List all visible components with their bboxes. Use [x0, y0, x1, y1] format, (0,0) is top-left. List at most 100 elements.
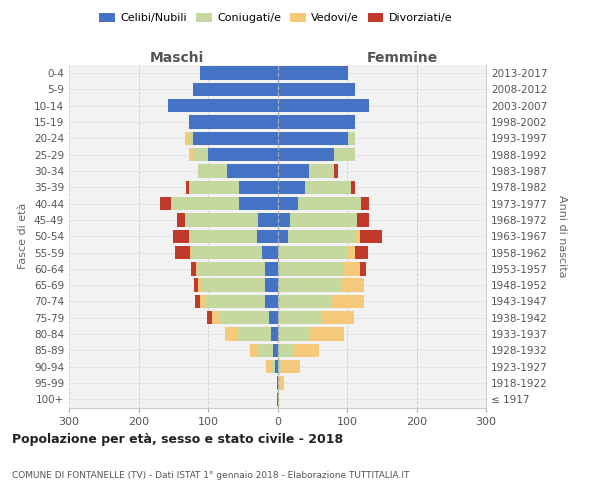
- Bar: [239, 197, 277, 210]
- Bar: [189, 148, 193, 162]
- Bar: [265, 262, 277, 276]
- Bar: [227, 164, 277, 177]
- Bar: [310, 164, 334, 177]
- Bar: [212, 311, 219, 324]
- Bar: [332, 295, 364, 308]
- Bar: [175, 246, 190, 259]
- Bar: [189, 116, 277, 129]
- Text: COMUNE DI FONTANELLE (TV) - Dati ISTAT 1° gennaio 2018 - Elaborazione TUTTITALIA: COMUNE DI FONTANELLE (TV) - Dati ISTAT 1…: [12, 470, 409, 480]
- Bar: [293, 344, 319, 357]
- Bar: [275, 360, 277, 374]
- Bar: [193, 83, 277, 96]
- Bar: [357, 214, 369, 226]
- Bar: [305, 180, 351, 194]
- Bar: [277, 230, 288, 243]
- Bar: [258, 214, 277, 226]
- Bar: [320, 311, 354, 324]
- Bar: [298, 197, 361, 210]
- Bar: [190, 246, 191, 259]
- Bar: [250, 344, 258, 357]
- Text: Femmine: Femmine: [367, 52, 437, 66]
- Bar: [355, 246, 368, 259]
- Bar: [359, 262, 367, 276]
- Bar: [191, 262, 196, 276]
- Bar: [334, 148, 355, 162]
- Bar: [198, 164, 227, 177]
- Bar: [277, 180, 305, 194]
- Bar: [169, 99, 277, 112]
- Bar: [271, 328, 277, 341]
- Bar: [277, 164, 310, 177]
- Bar: [279, 376, 284, 390]
- Bar: [188, 132, 193, 145]
- Bar: [277, 376, 279, 390]
- Bar: [277, 99, 369, 112]
- Legend: Celibi/Nubili, Coniugati/e, Vedovi/e, Divorziati/e: Celibi/Nubili, Coniugati/e, Vedovi/e, Di…: [95, 8, 457, 28]
- Bar: [277, 278, 341, 292]
- Bar: [277, 83, 355, 96]
- Bar: [185, 132, 188, 145]
- Bar: [219, 311, 269, 324]
- Bar: [257, 230, 277, 243]
- Bar: [277, 311, 320, 324]
- Bar: [361, 197, 369, 210]
- Bar: [277, 246, 349, 259]
- Bar: [200, 66, 277, 80]
- Bar: [262, 246, 277, 259]
- Bar: [288, 230, 356, 243]
- Bar: [239, 180, 277, 194]
- Bar: [349, 246, 355, 259]
- Bar: [206, 295, 265, 308]
- Bar: [186, 180, 189, 194]
- Bar: [224, 328, 237, 341]
- Bar: [171, 197, 239, 210]
- Bar: [195, 295, 200, 308]
- Bar: [290, 214, 357, 226]
- Bar: [277, 214, 290, 226]
- Bar: [193, 132, 277, 145]
- Bar: [191, 246, 262, 259]
- Bar: [208, 148, 277, 162]
- Bar: [272, 360, 275, 374]
- Bar: [356, 230, 359, 243]
- Bar: [188, 230, 257, 243]
- Bar: [237, 328, 271, 341]
- Bar: [277, 344, 293, 357]
- Bar: [349, 132, 355, 145]
- Bar: [266, 360, 272, 374]
- Bar: [201, 278, 265, 292]
- Bar: [277, 132, 349, 145]
- Bar: [310, 328, 344, 341]
- Bar: [200, 295, 206, 308]
- Bar: [185, 214, 258, 226]
- Bar: [194, 278, 197, 292]
- Bar: [189, 180, 239, 194]
- Bar: [277, 392, 279, 406]
- Bar: [334, 164, 338, 177]
- Bar: [274, 344, 277, 357]
- Bar: [173, 230, 188, 243]
- Bar: [341, 278, 364, 292]
- Bar: [177, 214, 185, 226]
- Text: Popolazione per età, sesso e stato civile - 2018: Popolazione per età, sesso e stato civil…: [12, 432, 343, 446]
- Bar: [160, 197, 171, 210]
- Bar: [277, 360, 281, 374]
- Y-axis label: Anni di nascita: Anni di nascita: [557, 195, 567, 278]
- Bar: [269, 311, 277, 324]
- Bar: [277, 328, 310, 341]
- Bar: [277, 262, 344, 276]
- Bar: [277, 116, 355, 129]
- Bar: [359, 230, 382, 243]
- Y-axis label: Fasce di età: Fasce di età: [19, 203, 28, 270]
- Bar: [281, 360, 301, 374]
- Bar: [197, 278, 201, 292]
- Bar: [193, 148, 208, 162]
- Bar: [258, 344, 274, 357]
- Bar: [265, 278, 277, 292]
- Bar: [277, 295, 332, 308]
- Bar: [196, 262, 197, 276]
- Bar: [277, 66, 349, 80]
- Bar: [197, 262, 265, 276]
- Bar: [344, 262, 359, 276]
- Bar: [277, 197, 298, 210]
